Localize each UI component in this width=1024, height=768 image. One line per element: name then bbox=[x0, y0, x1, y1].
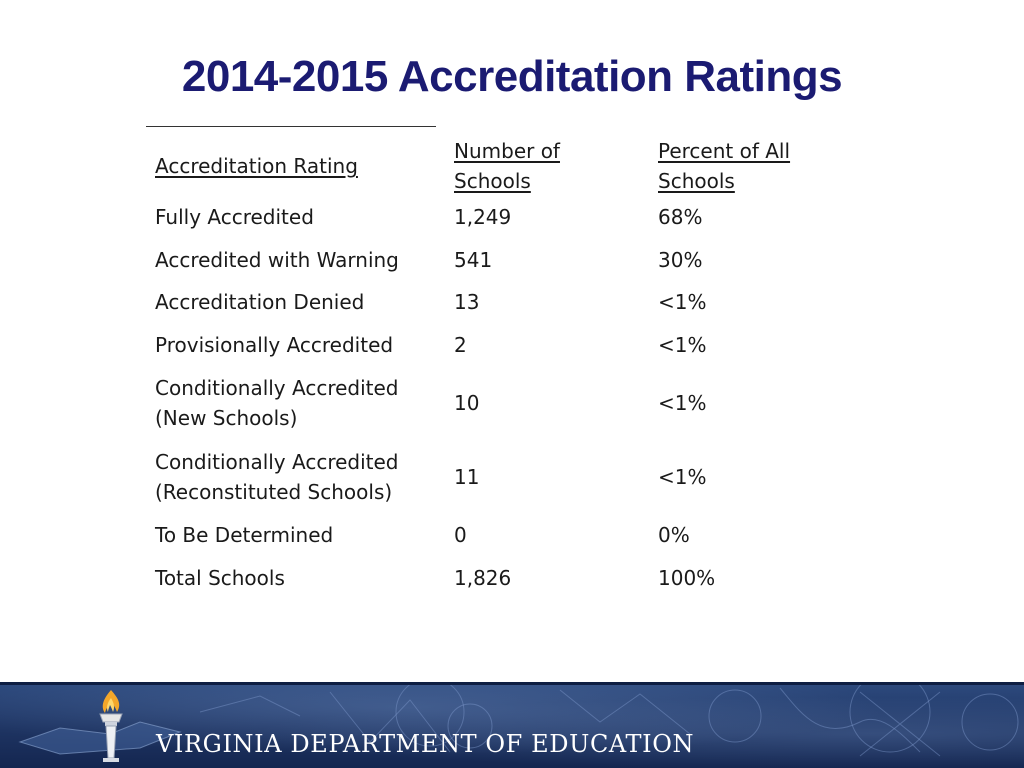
rating-cell: To Be Determined bbox=[155, 523, 334, 548]
table-row: To Be Determined 0 0% bbox=[146, 514, 858, 557]
number-cell: 541 bbox=[454, 247, 493, 272]
percent-cell: <1% bbox=[658, 290, 707, 315]
agency-name: Virginia Department of Education bbox=[156, 730, 695, 758]
table-row: Conditionally Accredited (New Schools) 1… bbox=[146, 366, 858, 440]
header-number-of-schools: Number of Schools bbox=[454, 139, 560, 193]
rating-cell: Provisionally Accredited bbox=[155, 332, 394, 357]
title-divider bbox=[146, 126, 436, 127]
torch-icon bbox=[99, 690, 123, 762]
number-cell: 13 bbox=[454, 290, 480, 315]
header-accreditation-rating: Accreditation Rating bbox=[155, 154, 358, 178]
table-row: Provisionally Accredited 2 <1% bbox=[146, 324, 858, 367]
rating-cell: Fully Accredited bbox=[155, 205, 314, 230]
table-row: Accreditation Denied 13 <1% bbox=[146, 281, 858, 324]
rating-cell: Accredited with Warning bbox=[155, 247, 399, 272]
slide-title: 2014-2015 Accreditation Ratings bbox=[181, 52, 843, 101]
rating-cell: Conditionally Accredited (Reconstituted … bbox=[155, 449, 399, 505]
percent-cell: <1% bbox=[658, 332, 707, 357]
rating-cell: Accreditation Denied bbox=[155, 290, 365, 315]
number-cell: 1,249 bbox=[454, 205, 512, 230]
percent-cell: 100% bbox=[658, 565, 716, 590]
percent-cell: 0% bbox=[658, 523, 690, 548]
table-row: Fully Accredited 1,249 68% bbox=[146, 196, 858, 239]
footer-banner: Virginia Department of Education bbox=[0, 682, 1024, 768]
banner-decoration bbox=[0, 682, 1024, 757]
percent-cell: 68% bbox=[658, 205, 703, 230]
accreditation-table: Accreditation Rating Number of Schools P… bbox=[146, 136, 858, 599]
number-cell: 2 bbox=[454, 332, 467, 357]
number-cell: 0 bbox=[454, 523, 467, 548]
number-cell: 10 bbox=[454, 391, 480, 415]
table-row: Conditionally Accredited (Reconstituted … bbox=[146, 440, 858, 514]
percent-cell: <1% bbox=[658, 391, 707, 415]
rating-cell: Total Schools bbox=[155, 565, 285, 590]
percent-cell: <1% bbox=[658, 465, 707, 489]
number-cell: 1,826 bbox=[454, 565, 512, 590]
rating-cell: Conditionally Accredited (New Schools) bbox=[155, 375, 399, 431]
table-row: Accredited with Warning 541 30% bbox=[146, 239, 858, 282]
header-percent-of-all-schools: Percent of All Schools bbox=[658, 139, 791, 193]
percent-cell: 30% bbox=[658, 247, 703, 272]
table-header-row: Accreditation Rating Number of Schools P… bbox=[146, 136, 858, 196]
table-row: Total Schools 1,826 100% bbox=[146, 557, 858, 600]
number-cell: 11 bbox=[454, 465, 480, 489]
